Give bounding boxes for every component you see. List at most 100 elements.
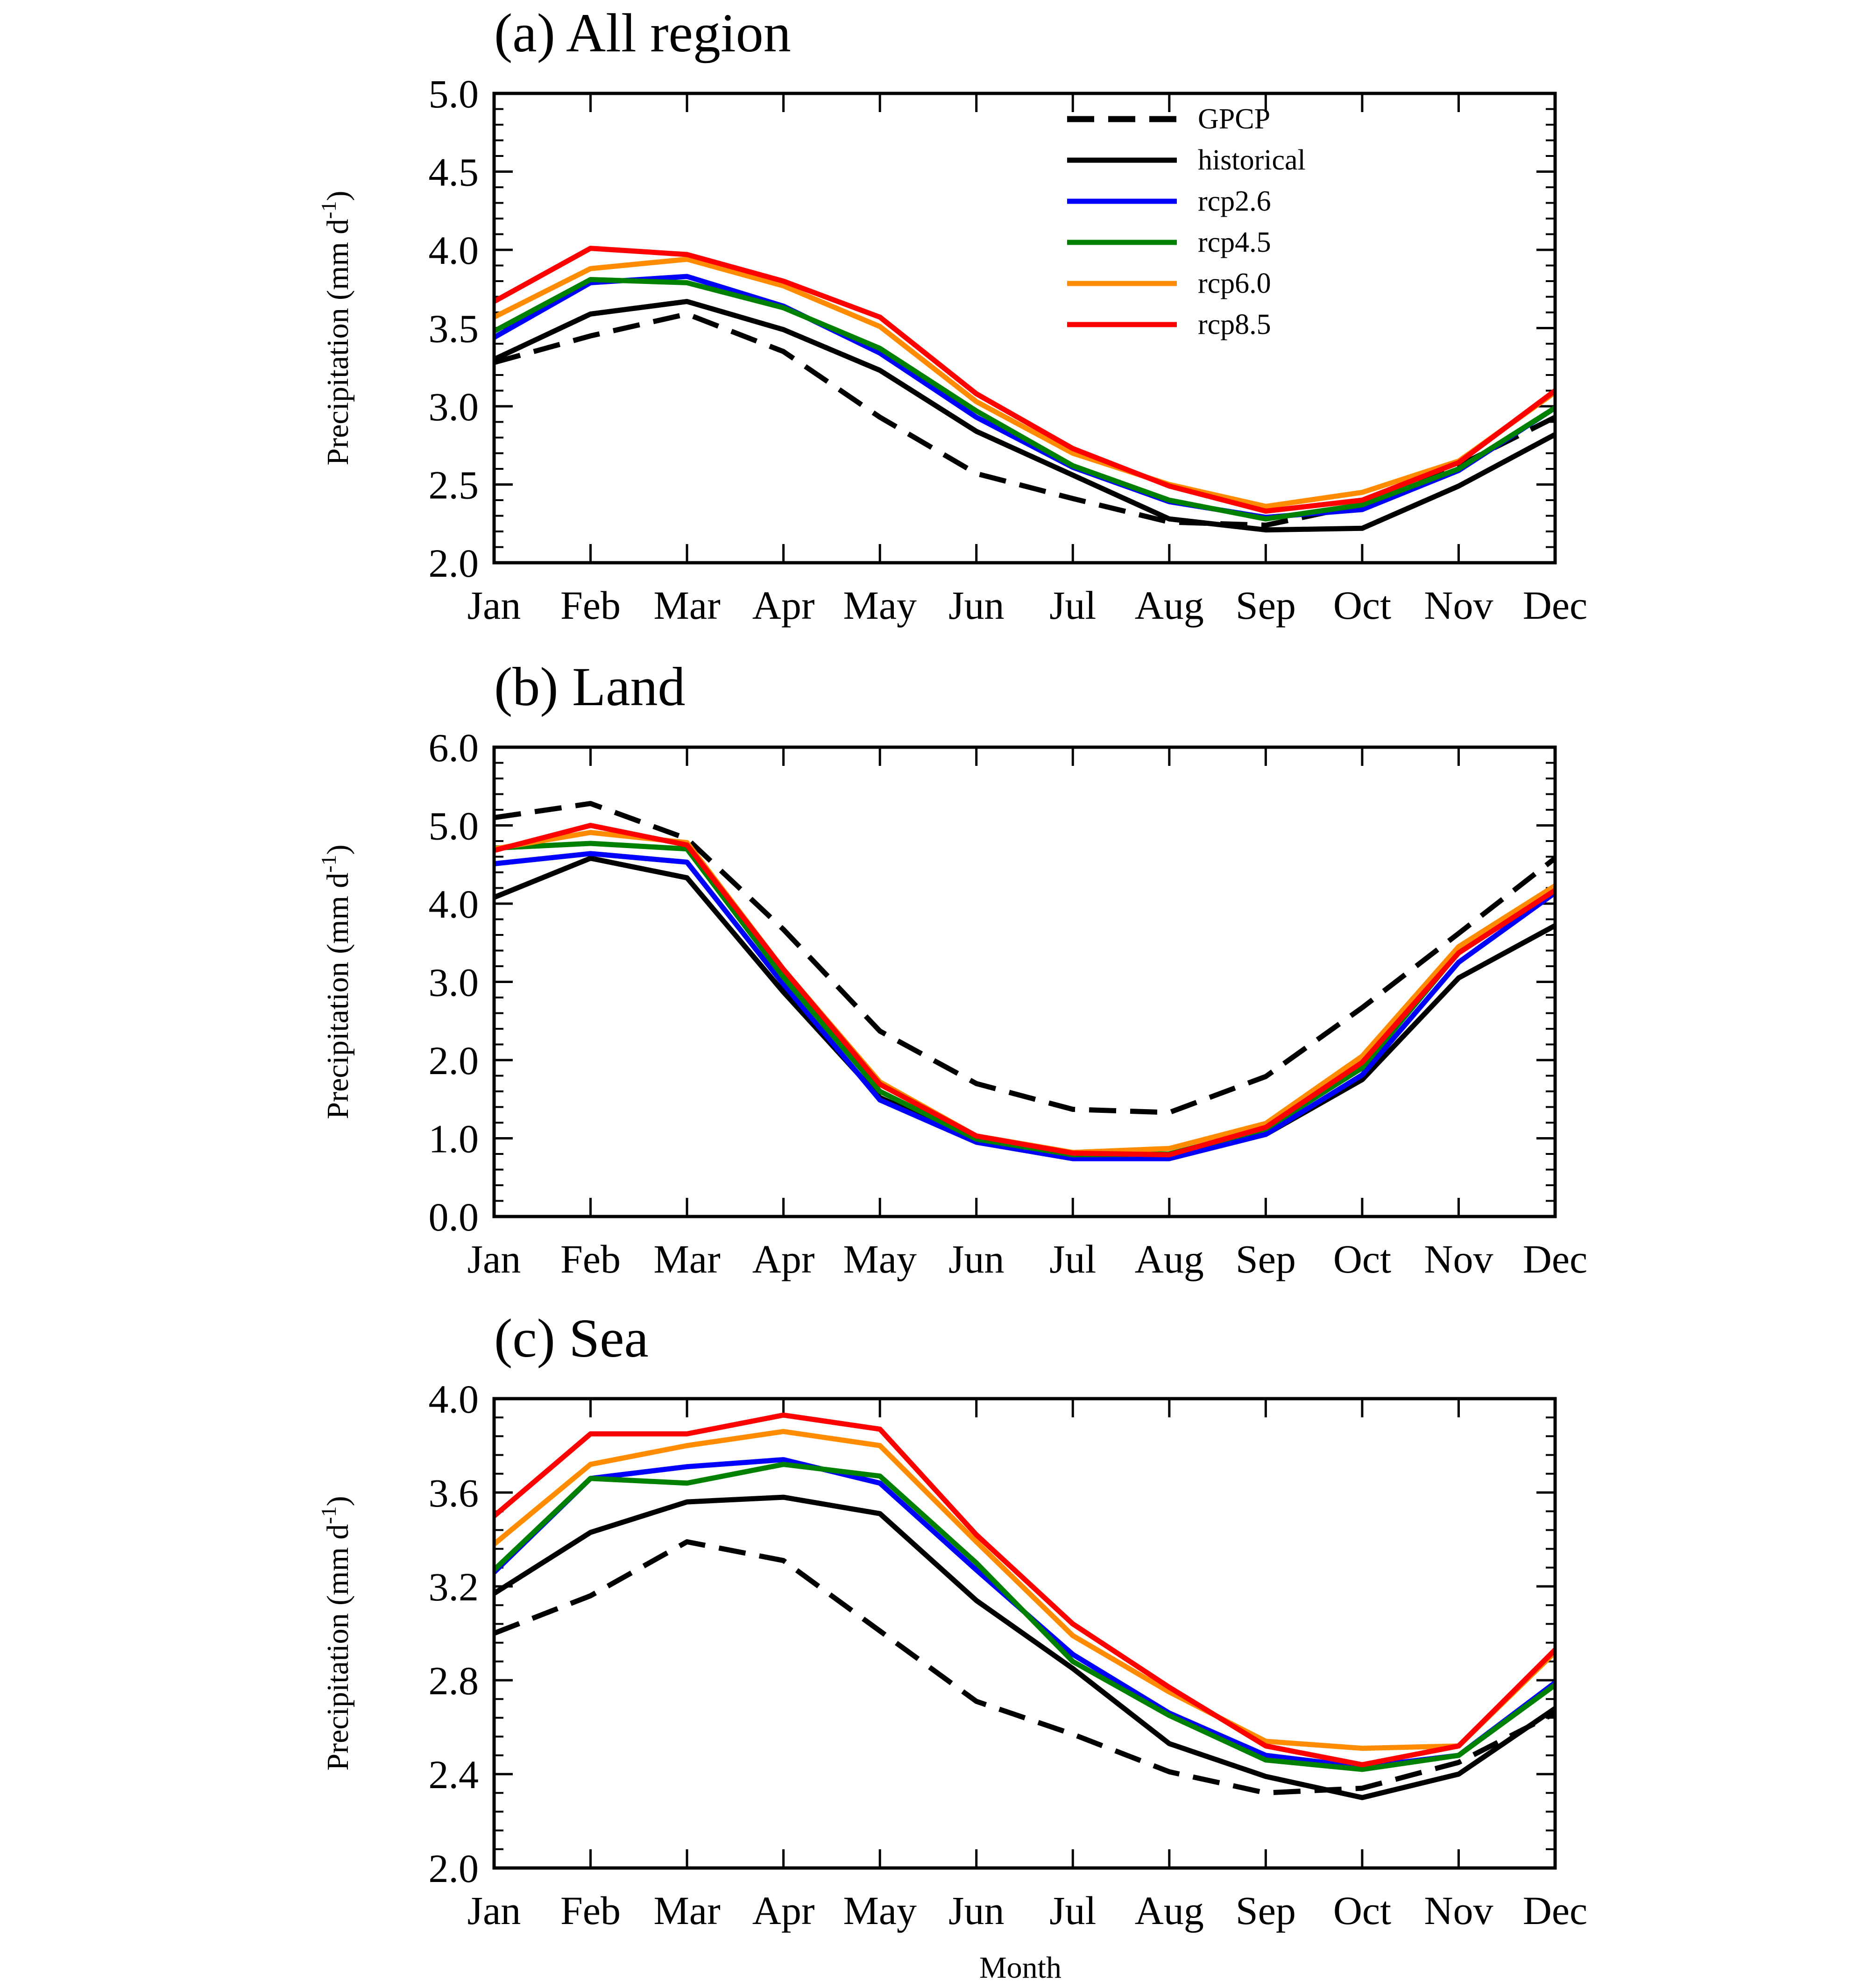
x-tick-label: May [843, 1888, 917, 1933]
y-tick-label: 3.0 [429, 384, 479, 429]
plot-frame [492, 1397, 1557, 1870]
x-tick-label: Nov [1424, 1237, 1493, 1281]
y-tick-label: 4.0 [429, 882, 479, 927]
x-tick-label: Jan [467, 583, 521, 628]
x-tick-label: Mar [653, 1888, 720, 1933]
y-tick-label: 4.0 [429, 228, 479, 273]
legend-label: rcp6.0 [1198, 268, 1271, 299]
y-tick-label: 1.0 [429, 1117, 479, 1161]
x-tick-label: Nov [1424, 1888, 1493, 1933]
legend-label: GPCP [1198, 103, 1270, 135]
x-tick-label: Aug [1135, 1888, 1204, 1933]
y-tick-label: 2.4 [429, 1752, 479, 1797]
legend-item-rcp4-5: rcp4.5 [1067, 226, 1271, 258]
x-tick-label: Oct [1333, 1888, 1391, 1933]
series-line-rcp2-6 [493, 274, 1557, 520]
y-axis-label-text: Precipitation (mm d [321, 1524, 355, 1771]
y-axis-label: Precipitation (mm d-1) [317, 191, 355, 465]
legend-label: rcp4.5 [1198, 226, 1271, 258]
legend-label: rcp2.6 [1198, 185, 1271, 217]
x-axis-label: Month [979, 1951, 1061, 1985]
x-tick-label: Jun [948, 1237, 1004, 1281]
legend-item-rcp2-6: rcp2.6 [1067, 185, 1271, 217]
y-tick-label: 3.6 [429, 1471, 479, 1515]
y-tick-label: 2.0 [429, 541, 479, 586]
y-axis-label-close: ) [321, 844, 355, 855]
x-tick-label: Feb [560, 583, 621, 628]
y-axis-label-superscript: -1 [317, 201, 340, 219]
x-tick-label: Jul [1049, 1237, 1096, 1281]
y-tick-label: 2.8 [429, 1658, 479, 1703]
y-tick-label: 3.5 [429, 306, 479, 351]
series-line-historical [493, 299, 1557, 533]
legend-label: rcp8.5 [1198, 309, 1271, 340]
x-tick-label: Dec [1523, 1888, 1587, 1933]
x-tick-label: May [843, 1237, 917, 1281]
x-tick-label: Jul [1049, 583, 1096, 628]
x-tick-label: Nov [1424, 583, 1493, 628]
panel-title: (c) Sea [494, 1308, 649, 1369]
x-tick-label: Apr [752, 1237, 815, 1281]
y-tick-label: 3.0 [429, 960, 479, 1005]
y-axis-label: Precipitation (mm d-1) [317, 1496, 355, 1770]
series-line-gpcp [494, 801, 1557, 1115]
x-tick-label: Oct [1333, 583, 1391, 628]
series-line-rcp8-5 [493, 823, 1557, 1158]
x-tick-label: Jan [467, 1888, 521, 1933]
legend-item-historical: historical [1067, 144, 1306, 176]
series-line-rcp6-0 [492, 1429, 1557, 1751]
panel-1: (a) All region Precipitation (mm d-1) 2.0 2… [317, 2, 1587, 628]
y-tick-label: 0.0 [429, 1195, 479, 1239]
y-tick-label: 5.0 [429, 71, 479, 116]
y-axis-label-superscript: -1 [317, 1506, 340, 1524]
y-tick-label: 2.0 [429, 1038, 479, 1083]
x-tick-label: Dec [1523, 1237, 1587, 1281]
x-tick-label: Dec [1523, 583, 1587, 628]
series-line-rcp6-0 [493, 256, 1557, 509]
series-line-gpcp [493, 1539, 1557, 1796]
legend-item-gpcp: GPCP [1067, 103, 1270, 135]
y-tick-label: 2.0 [429, 1846, 479, 1891]
legend-item-rcp8-5: rcp8.5 [1067, 309, 1271, 340]
x-tick-label: Sep [1236, 583, 1296, 628]
series-line-historical [493, 856, 1557, 1160]
y-tick-label: 6.0 [429, 725, 479, 770]
y-axis-label-superscript: -1 [317, 855, 340, 872]
panel-title: (a) All region [494, 2, 791, 64]
x-tick-label: Aug [1135, 1237, 1204, 1281]
series-line-gpcp [493, 311, 1557, 528]
plot-frame [492, 745, 1557, 1218]
legend-item-rcp6-0: rcp6.0 [1067, 268, 1271, 299]
x-tick-label: Apr [752, 1888, 815, 1933]
y-axis-label: Precipitation (mm d-1) [317, 844, 355, 1119]
series-line-rcp8-5 [493, 246, 1557, 514]
series-line-rcp4-5 [493, 277, 1557, 522]
panel-3: (c) Sea Precipitation (mm d-1) 2.0 2.4 2.8 3.… [317, 1308, 1587, 1933]
series-line-rcp2-6 [494, 851, 1557, 1161]
x-tick-label: Jul [1049, 1888, 1096, 1933]
x-tick-label: Sep [1236, 1237, 1296, 1281]
y-tick-label: 4.5 [429, 150, 479, 195]
series-line-historical [493, 1494, 1557, 1800]
x-tick-label: May [843, 583, 917, 628]
y-axis-label-text: Precipitation (mm d [321, 219, 355, 466]
panel-title: (b) Land [494, 656, 686, 717]
series-line-rcp4-5 [494, 841, 1557, 1158]
x-tick-label: Apr [752, 583, 815, 628]
series-line-rcp4-5 [492, 1462, 1557, 1772]
y-axis-label-close: ) [321, 1496, 355, 1506]
y-axis-label-close: ) [321, 191, 355, 201]
series-line-rcp6-0 [494, 830, 1557, 1155]
panel-2: (b) Land Precipitation (mm d-1) 0.0 1.0 2.0 3… [317, 656, 1587, 1281]
y-tick-label: 5.0 [429, 804, 479, 849]
x-tick-label: Aug [1135, 583, 1204, 628]
series-line-rcp8-5 [492, 1412, 1557, 1768]
y-tick-label: 4.0 [429, 1377, 479, 1422]
x-tick-label: Jun [948, 583, 1004, 628]
x-tick-label: Mar [653, 583, 720, 628]
plot-frame [492, 92, 1557, 565]
x-tick-label: Oct [1333, 1237, 1391, 1281]
